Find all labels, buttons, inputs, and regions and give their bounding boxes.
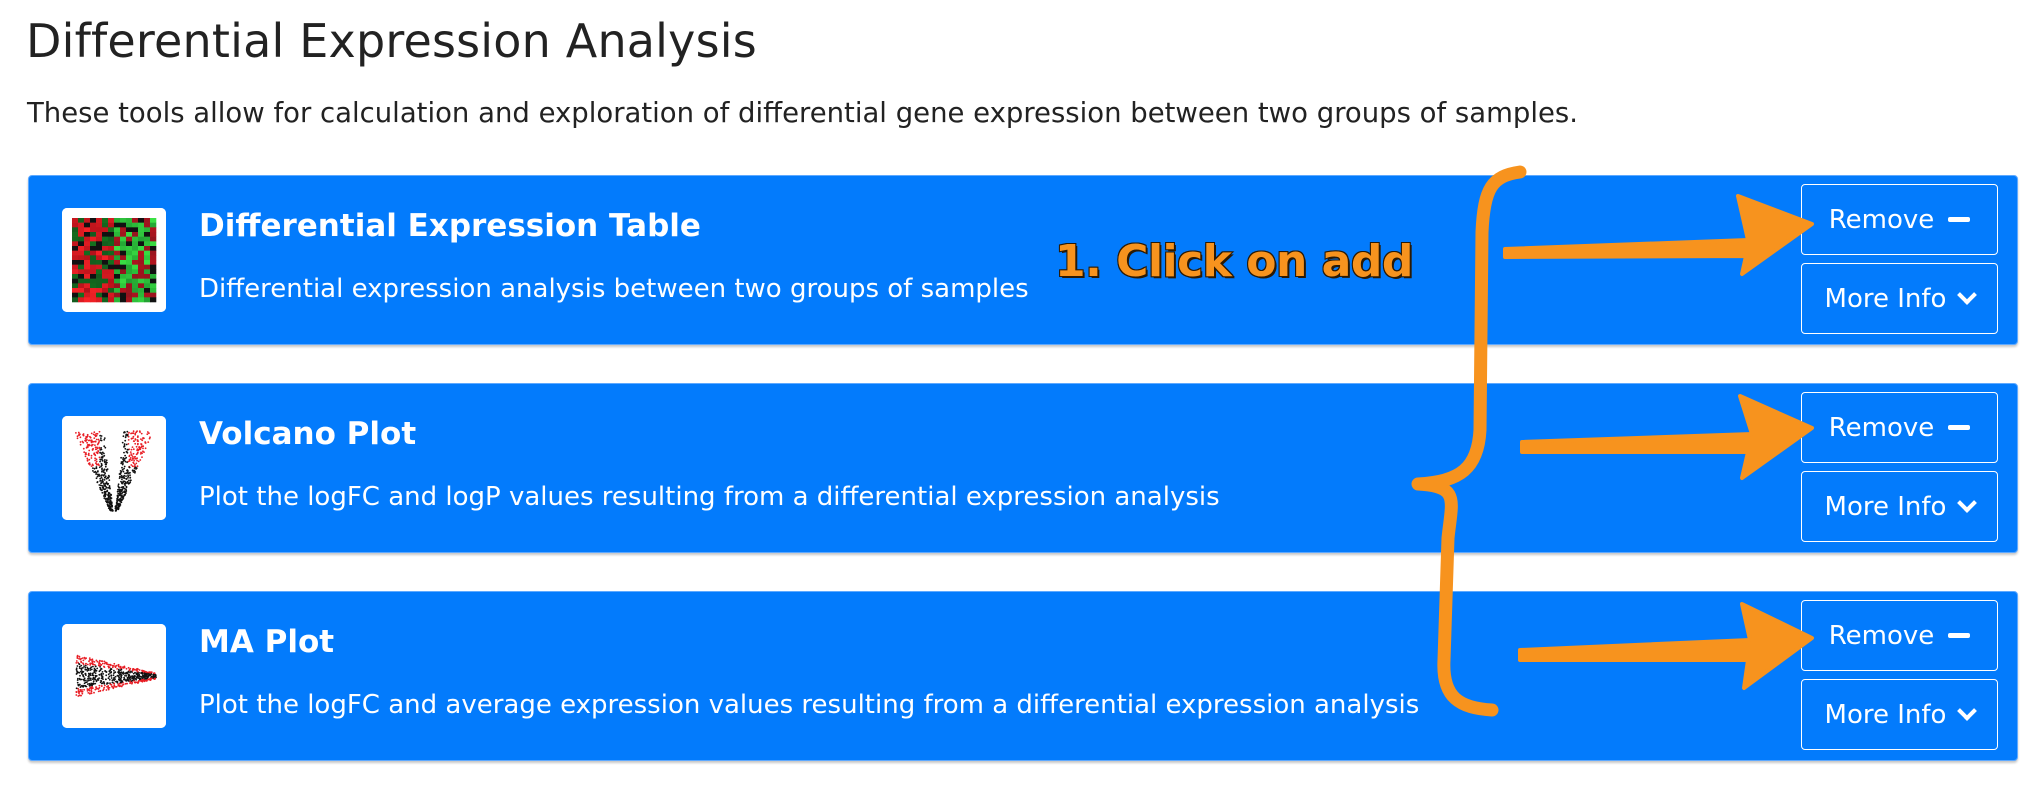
tool-title: MA Plot [199,624,335,660]
page-title: Differential Expression Analysis [26,14,757,68]
tool-card-volcano-plot: Volcano Plot Plot the logFC and logP val… [28,383,2018,553]
more-info-button[interactable]: More Info [1801,471,1998,542]
remove-button[interactable]: Remove [1801,600,1998,671]
more-info-button[interactable]: More Info [1801,679,1998,750]
minus-icon [1948,217,1971,222]
remove-button-label: Remove [1828,620,1935,651]
tool-title: Volcano Plot [199,416,417,452]
remove-button-label: Remove [1828,412,1935,443]
chevron-down-icon [1957,284,1978,305]
ma-plot-thumbnail [62,624,166,728]
tool-description: Plot the logFC and logP values resulting… [199,482,1220,512]
minus-icon [1948,425,1971,430]
remove-button[interactable]: Remove [1801,392,1998,463]
tool-card-differential-expression-table: Differential Expression Table Differenti… [28,175,2018,345]
chevron-down-icon [1957,700,1978,721]
tool-title: Differential Expression Table [199,208,701,244]
heatmap-thumbnail [62,208,166,312]
annotation-label: 1. Click on add [1054,235,1414,288]
remove-button[interactable]: Remove [1801,184,1998,255]
page-description: These tools allow for calculation and ex… [27,97,1578,129]
chevron-down-icon [1957,492,1978,513]
remove-button-label: Remove [1828,204,1935,235]
more-info-button-label: More Info [1824,491,1947,522]
tool-card-ma-plot: MA Plot Plot the logFC and average expre… [28,591,2018,761]
volcano-thumbnail [62,416,166,520]
more-info-button-label: More Info [1824,283,1947,314]
more-info-button[interactable]: More Info [1801,263,1998,334]
tool-description: Plot the logFC and average expression va… [199,690,1420,720]
tool-description: Differential expression analysis between… [199,274,1029,304]
more-info-button-label: More Info [1824,699,1947,730]
minus-icon [1948,633,1971,638]
